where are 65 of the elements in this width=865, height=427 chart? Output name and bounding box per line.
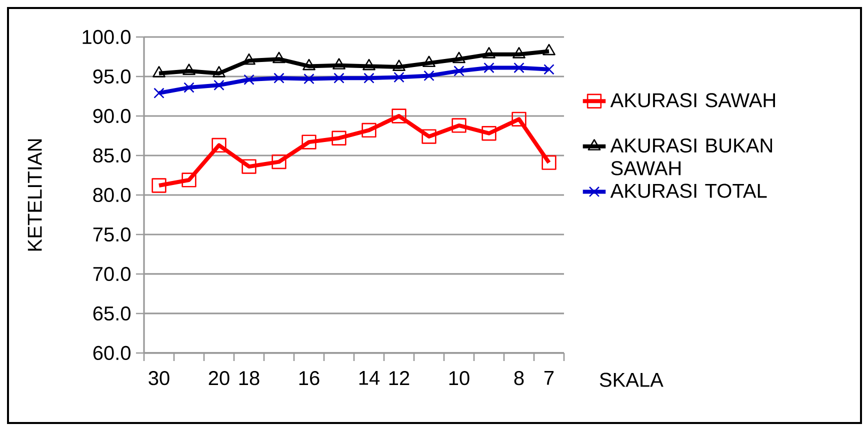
point [242, 53, 256, 65]
point [422, 56, 436, 68]
legend-label: AKURASI BUKAN SAWAH [610, 138, 772, 176]
point [332, 130, 346, 146]
x-tick-label: 10 [449, 371, 470, 386]
point [334, 72, 344, 84]
point [392, 108, 406, 124]
point [272, 52, 286, 64]
point [542, 44, 556, 56]
point [154, 88, 164, 98]
legend-label: AKURASI SAWAH [610, 93, 775, 108]
point [392, 60, 406, 72]
point [152, 178, 166, 193]
y-tick-label: 75.0 [93, 227, 130, 242]
point [514, 62, 524, 74]
point [242, 159, 256, 174]
point [482, 47, 496, 58]
point [212, 138, 226, 153]
point [482, 126, 496, 141]
point [544, 64, 554, 75]
x-tick-label: 18 [239, 371, 260, 386]
point [424, 70, 434, 82]
point [332, 58, 346, 70]
point [274, 72, 284, 84]
point [212, 66, 226, 78]
point [452, 52, 466, 64]
point [422, 129, 436, 144]
y-tick-label: 95.0 [93, 69, 130, 84]
point [214, 80, 224, 91]
y-tick-label: 65.0 [93, 306, 130, 321]
y-tick-label: 100.0 [82, 30, 130, 44]
y-tick-label: 70.0 [93, 266, 130, 282]
point [182, 64, 196, 75]
x-tick-label: 30 [148, 371, 170, 386]
y-tick-label: 85.0 [93, 148, 130, 163]
point [152, 66, 166, 78]
point [304, 73, 314, 84]
y-tick-label: 90.0 [93, 108, 130, 124]
legend-label: AKURASI TOTAL [610, 184, 767, 198]
y-axis-title: KETELITIAN [28, 139, 42, 251]
x-axis-title: SKALA [600, 372, 664, 387]
y-tick-label: 60.0 [93, 346, 130, 360]
point [302, 58, 316, 70]
point [272, 154, 286, 170]
x-tick-label: 8 [514, 371, 524, 386]
x-tick-label: 7 [544, 371, 554, 385]
point [484, 62, 494, 74]
x-tick-label: 14 [359, 371, 380, 385]
point [364, 72, 374, 84]
x-tick-label: 12 [389, 371, 410, 385]
point [362, 58, 376, 70]
point [542, 155, 556, 170]
point [452, 118, 466, 133]
point [244, 74, 254, 86]
point [512, 112, 526, 126]
point [362, 122, 376, 138]
point [302, 134, 316, 150]
point [512, 47, 526, 58]
x-tick-label: 20 [208, 371, 230, 386]
point [182, 172, 196, 188]
x-tick-label: 16 [299, 371, 320, 386]
point [454, 66, 464, 76]
y-tick-label: 80.0 [93, 188, 130, 202]
point [394, 72, 404, 83]
point [184, 82, 194, 93]
